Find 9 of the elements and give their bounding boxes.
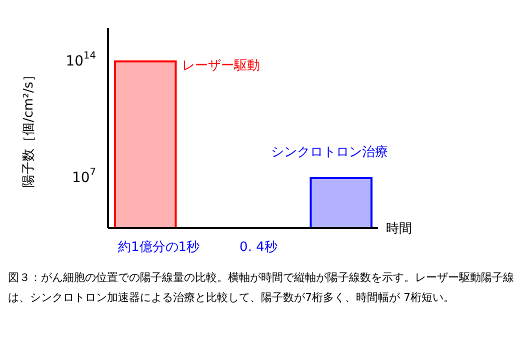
y-axis-title: 陽子数［個/cm²/s］ bbox=[22, 68, 37, 188]
x-axis-title: 時間 bbox=[386, 222, 412, 237]
y-tick-label: 10$^{7}$ bbox=[72, 167, 96, 186]
series-label: シンクロトロン治療 bbox=[270, 145, 388, 160]
y-tick-label: 10$^{14}$ bbox=[66, 50, 96, 70]
caption: 図３：がん細胞の位置での陽子線量の比較。横軸が時間で縦軸が陽子線数を示す。レーザー駆動陽子線は、シンクロトロン加速器による治療と比較して、陽子数が7桁多く、時間幅が 7桁短い。 bbox=[8, 270, 515, 306]
series-label: レーザー駆動 bbox=[182, 58, 260, 74]
text: 0. 4秒 bbox=[240, 239, 278, 256]
text: 約1億分の1秒 bbox=[118, 239, 200, 256]
